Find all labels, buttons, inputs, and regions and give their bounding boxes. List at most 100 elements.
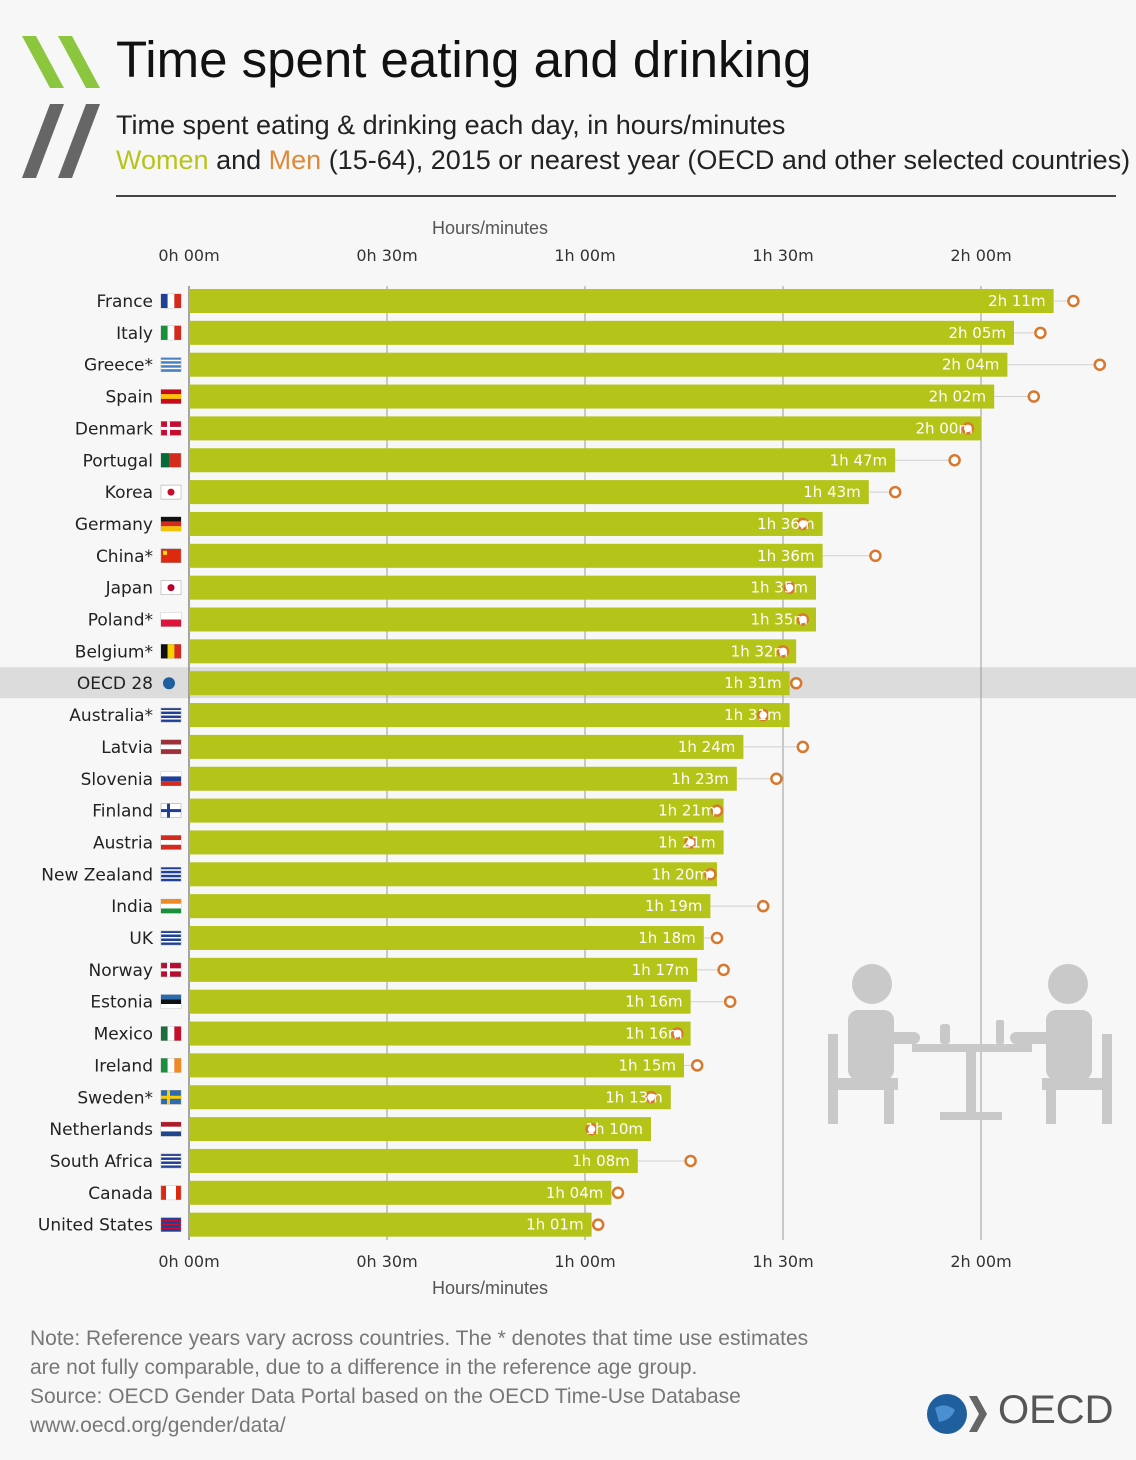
bar-value-label: 1h 18m: [638, 929, 696, 947]
bar-value-label: 1h 47m: [830, 451, 888, 469]
country-label: Norway: [89, 961, 154, 981]
country-label: United States: [38, 1216, 153, 1236]
note-line-2: are not fully comparable, due to a diffe…: [30, 1356, 698, 1379]
source-line: Source: OECD Gender Data Portal based on…: [30, 1385, 741, 1408]
men-marker: [776, 645, 790, 658]
austria-flag-icon: [160, 835, 182, 850]
women-bar: [189, 830, 724, 855]
australia-flag-icon: [160, 707, 182, 723]
country-label: Ireland: [94, 1056, 153, 1076]
slovenia-flag-icon: [160, 771, 182, 786]
bar-value-label: 1h 16m: [625, 1025, 683, 1043]
men-marker: [869, 549, 882, 563]
x-tick-label-bottom: 2h 00m: [950, 1252, 1011, 1271]
country-label: Poland*: [88, 611, 153, 631]
legend-and: and: [216, 145, 262, 175]
bar-value-label: 2h 11m: [988, 292, 1046, 310]
bar-value-label: 2h 04m: [942, 356, 1000, 374]
men-marker: [796, 613, 810, 626]
bar-value-label: 1h 31m: [724, 706, 782, 724]
x-tick-label-top: 0h 00m: [158, 246, 219, 265]
women-bar: [189, 766, 737, 791]
women-bar: [189, 575, 816, 600]
x-tick-label-bottom: 1h 30m: [752, 1252, 813, 1271]
bar-value-label: 1h 35m: [750, 579, 808, 597]
women-bar: [189, 1085, 671, 1110]
country-label: Austria: [93, 833, 153, 853]
china-flag-icon: [160, 548, 182, 564]
women-bar: [189, 511, 823, 536]
men-marker: [1067, 294, 1080, 308]
page-title: Time spent eating and drinking: [116, 31, 812, 88]
country-label: Canada: [88, 1184, 153, 1204]
x-tick-label-bottom: 1h 00m: [554, 1252, 615, 1271]
bar-value-label: 1h 01m: [526, 1216, 584, 1234]
x-tick-label-top: 2h 00m: [950, 246, 1011, 265]
netherlands-flag-icon: [160, 1121, 182, 1137]
men-marker: [710, 804, 724, 817]
source-url: www.oecd.org/gender/data/: [30, 1414, 286, 1437]
women-bar: [189, 384, 995, 409]
women-bar: [189, 320, 1014, 345]
women-bar: [189, 607, 816, 632]
women-bar: [189, 352, 1008, 377]
country-label: Germany: [75, 515, 153, 535]
bar-value-label: 1h 35m: [750, 611, 808, 629]
italy-flag-icon: [160, 325, 182, 341]
men-marker: [684, 836, 697, 849]
men-marker: [671, 1027, 684, 1040]
canada-flag-icon: [160, 1185, 182, 1201]
x-tick-label-bottom: 0h 30m: [356, 1252, 417, 1271]
mexico-flag-icon: [160, 1026, 182, 1041]
women-bar: [189, 862, 717, 887]
bar-value-label: 2h 02m: [929, 388, 987, 406]
poland-flag-icon: [160, 612, 182, 627]
country-label: Belgium*: [75, 642, 153, 662]
top-axis-title: Hours/minutes: [431, 218, 549, 238]
men-marker: [723, 995, 737, 1008]
portugal-flag-icon: [160, 453, 182, 468]
bar-value-label: 1h 43m: [803, 483, 861, 501]
legend-men: Men: [268, 145, 322, 175]
country-label: Korea: [105, 483, 153, 503]
spain-flag-icon: [160, 389, 182, 404]
subtitle-rest: (15-64), 2015 or nearest year (OECD and …: [328, 145, 1131, 175]
x-tick-label-top: 0h 30m: [356, 246, 417, 265]
men-marker: [948, 454, 961, 467]
south-africa-flag-icon: [160, 1153, 182, 1169]
bar-value-label: 1h 20m: [651, 865, 709, 883]
men-marker: [789, 676, 803, 690]
men-marker: [585, 1122, 598, 1136]
country-label: Mexico: [94, 1025, 153, 1045]
men-marker: [796, 517, 810, 531]
subtitle-legend: Women and Men (15-64), 2015 or nearest y…: [116, 145, 1130, 176]
japan-flag-icon: [160, 580, 182, 595]
men-marker: [684, 1154, 697, 1168]
women-bar: [189, 671, 790, 696]
country-label: Netherlands: [49, 1120, 153, 1140]
men-marker: [710, 931, 724, 945]
bar-value-label: 1h 13m: [605, 1088, 663, 1106]
bar-value-label: 1h 15m: [618, 1056, 676, 1074]
latvia-flag-icon: [160, 739, 182, 755]
oecd-chevron-icon: [22, 36, 100, 178]
bar-value-label: 1h 04m: [546, 1184, 604, 1202]
women-bar: [189, 543, 823, 568]
x-tick-label-top: 1h 30m: [752, 246, 813, 265]
chart-note: Note: Reference years vary across countr…: [30, 1324, 830, 1440]
men-marker: [756, 899, 770, 913]
men-marker: [1034, 326, 1047, 340]
oecd-globe-icon: [927, 1394, 987, 1434]
header-divider: [116, 195, 1116, 197]
women-bar: [189, 703, 790, 728]
country-label: South Africa: [50, 1152, 153, 1172]
men-marker: [756, 708, 770, 722]
bar-chart: 0h 00m 0h 00m 0h 30m 0h 30m 1h 00m 1h 00m 1h 3…: [0, 246, 1136, 1271]
men-marker: [591, 1218, 605, 1231]
country-label: OECD 28: [77, 674, 153, 694]
new-zealand-flag-icon: [160, 867, 182, 882]
country-label: UK: [129, 929, 153, 949]
country-label: China*: [96, 547, 153, 567]
men-marker: [796, 740, 810, 754]
men-marker: [690, 1059, 704, 1072]
